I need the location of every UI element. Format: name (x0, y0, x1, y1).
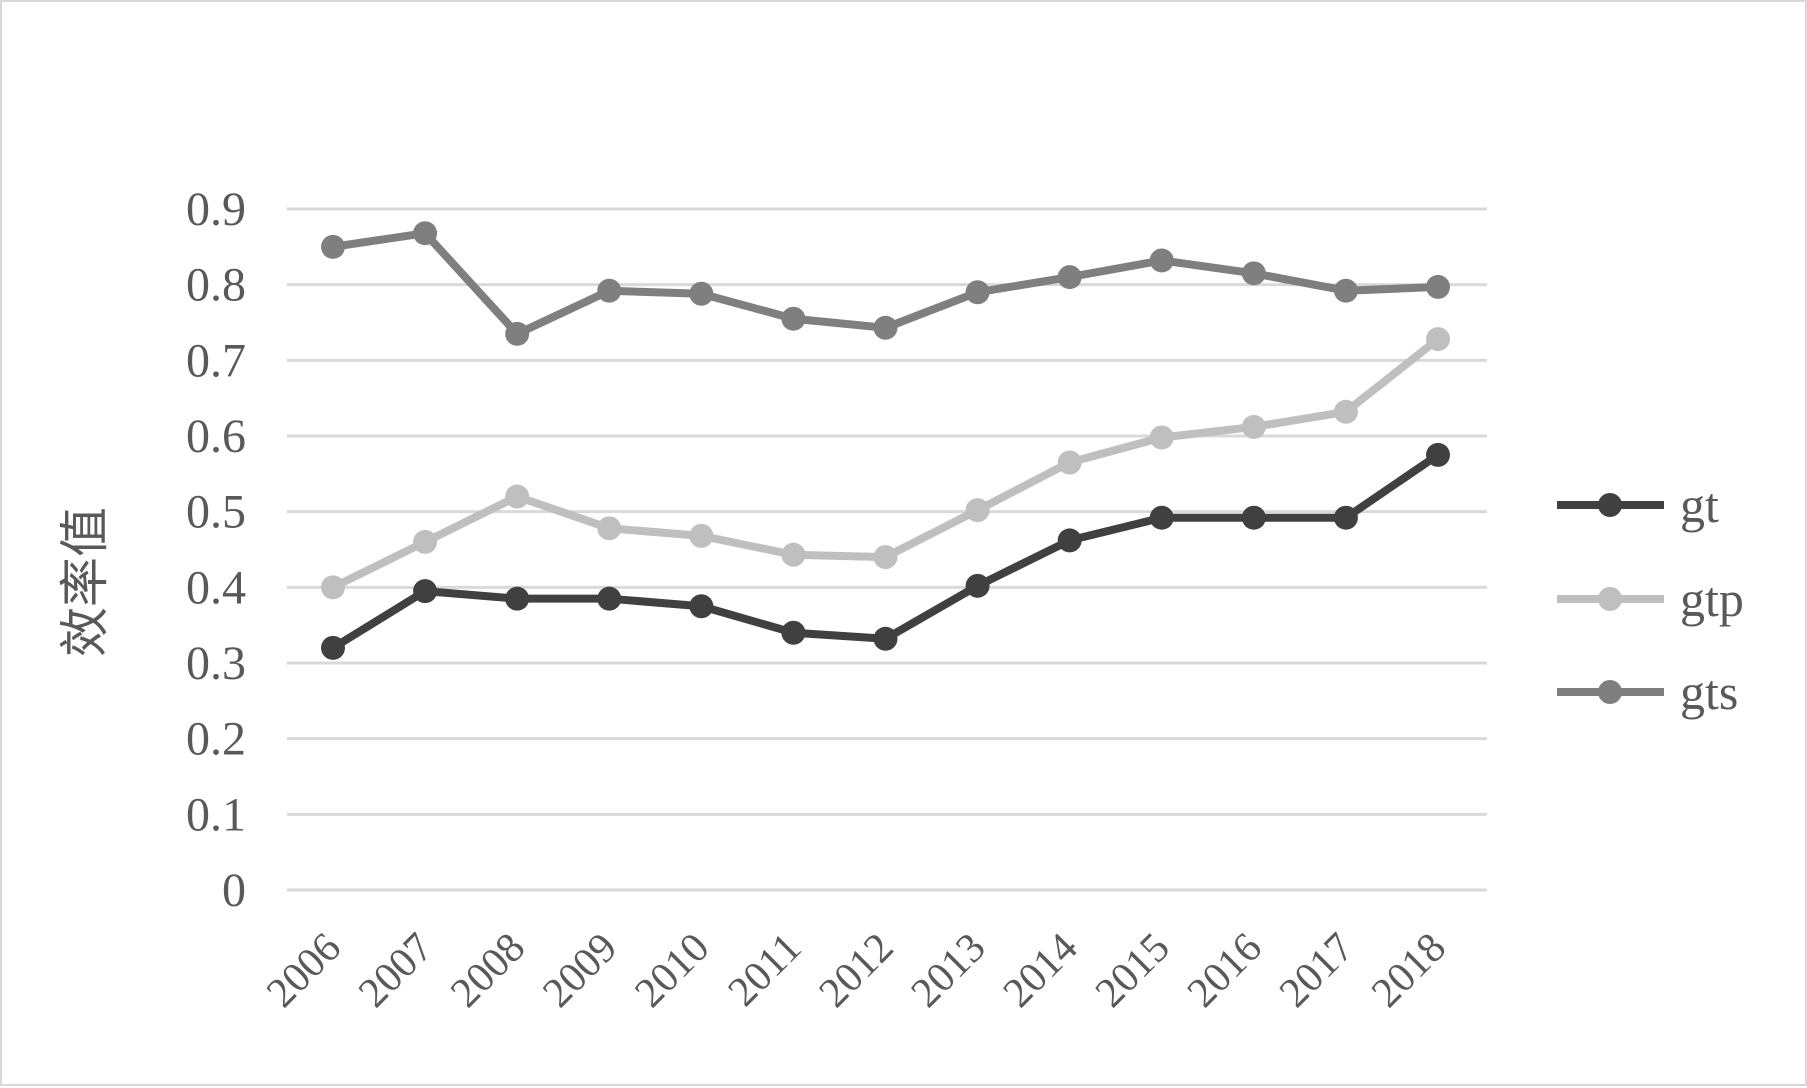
y-axis-title: 效率值 (56, 507, 114, 657)
series-group (321, 221, 1450, 660)
data-point (413, 221, 438, 246)
x-tick-label: 2006 (258, 925, 350, 1017)
data-point (1057, 528, 1082, 553)
data-point (1241, 414, 1266, 439)
x-tick-label: 2017 (1271, 925, 1363, 1017)
y-tick-label: 0 (222, 864, 246, 917)
x-tick-label: 2009 (534, 925, 626, 1017)
data-point (413, 529, 438, 554)
data-point (965, 573, 990, 598)
data-point (1426, 442, 1450, 467)
x-tick-label: 2007 (350, 925, 442, 1017)
data-point (873, 545, 898, 570)
data-point (1149, 425, 1174, 450)
series-gtp (321, 327, 1450, 600)
x-axis-ticks: 2006 2007 2008 2009 2010 2011 2012 2013 2014 2015… (258, 925, 1455, 1017)
data-point (965, 280, 990, 305)
x-tick-label: 2012 (811, 925, 903, 1017)
data-point (1149, 505, 1174, 530)
x-tick-label: 2010 (626, 925, 718, 1017)
data-point (1333, 278, 1358, 303)
data-point (1057, 265, 1082, 290)
legend-swatch-marker (1598, 493, 1622, 517)
legend-item-gts: gts (1557, 664, 1738, 720)
data-point (1333, 505, 1358, 530)
data-point (1241, 505, 1266, 530)
y-tick-label: 0.2 (186, 713, 246, 766)
series-gts (321, 221, 1450, 346)
data-point (689, 594, 714, 619)
y-tick-label: 0.5 (186, 486, 246, 539)
legend-swatch-marker (1598, 680, 1622, 704)
y-tick-label: 0.6 (186, 410, 246, 463)
data-point (781, 306, 806, 331)
data-point (597, 586, 622, 611)
y-tick-label: 0.4 (186, 561, 246, 614)
legend-item-gt: gt (1557, 477, 1719, 533)
data-point (321, 234, 345, 259)
data-point (321, 635, 345, 660)
data-point (873, 626, 898, 651)
data-point (597, 278, 622, 303)
x-tick-label: 2008 (442, 925, 534, 1017)
y-tick-label: 0.3 (186, 637, 246, 690)
legend-item-gtp: gtp (1557, 571, 1744, 627)
x-tick-label: 2016 (1179, 925, 1271, 1017)
legend: gt gtp gts (1557, 477, 1744, 720)
data-point (413, 579, 438, 604)
y-axis-ticks: 0 0.1 0.2 0.3 0.4 0.5 0.6 0.7 0.8 0.9 (186, 183, 246, 917)
x-tick-label: 2014 (995, 925, 1087, 1017)
data-point (321, 575, 345, 600)
data-point (1149, 248, 1174, 273)
y-tick-label: 0.7 (186, 334, 246, 387)
data-point (781, 542, 806, 567)
data-point (781, 620, 806, 645)
data-point (1426, 274, 1450, 299)
data-point (689, 281, 714, 306)
data-point (1057, 450, 1082, 475)
data-point (505, 321, 530, 346)
legend-swatch-marker (1598, 587, 1622, 611)
x-tick-label: 2011 (720, 925, 811, 1016)
legend-label: gtp (1680, 571, 1744, 627)
data-point (1333, 399, 1358, 424)
data-point (505, 484, 530, 509)
data-point (965, 498, 990, 523)
legend-label: gts (1680, 664, 1738, 720)
data-point (873, 315, 898, 340)
data-point (597, 516, 622, 541)
data-point (1241, 261, 1266, 286)
x-tick-label: 2013 (903, 925, 995, 1017)
data-point (505, 586, 530, 611)
legend-label: gt (1680, 477, 1719, 533)
series-gt (321, 442, 1450, 660)
y-tick-label: 0.9 (186, 183, 246, 236)
x-tick-label: 2015 (1087, 925, 1179, 1017)
data-point (1426, 327, 1450, 352)
x-tick-label: 2018 (1363, 925, 1455, 1017)
data-point (689, 523, 714, 548)
y-tick-label: 0.8 (186, 259, 246, 312)
y-tick-label: 0.1 (186, 788, 246, 841)
